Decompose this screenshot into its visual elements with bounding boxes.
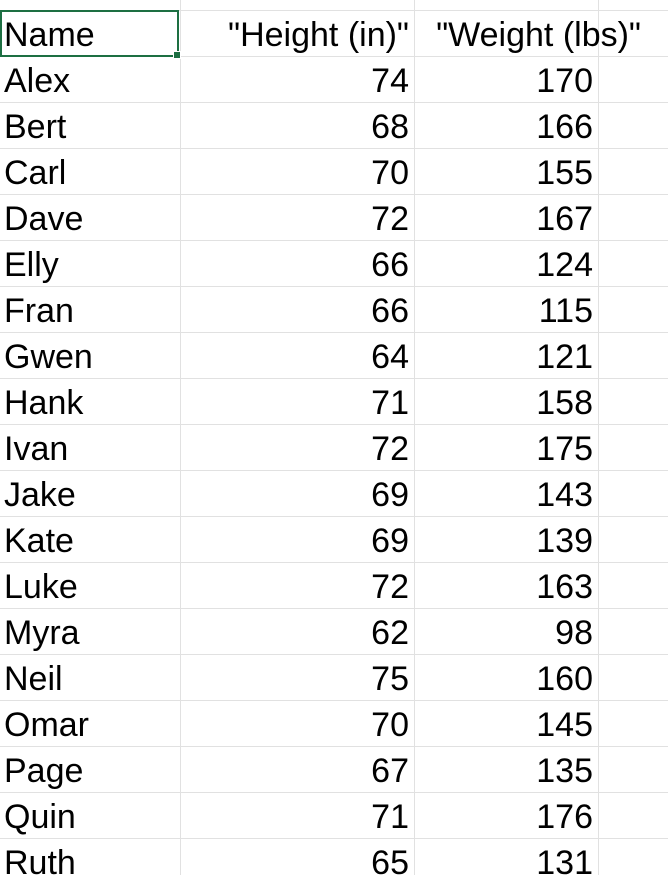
cell-weight[interactable]: 131: [536, 844, 593, 875]
cell-height[interactable]: 66: [371, 292, 409, 330]
cell-name[interactable]: Dave: [4, 200, 84, 238]
header-cell-name[interactable]: Name: [4, 16, 95, 54]
table-row: Page 67 135: [0, 747, 668, 793]
cell-name[interactable]: Carl: [4, 154, 67, 192]
cell-name[interactable]: Hank: [4, 384, 84, 422]
table-row: Luke 72 163: [0, 563, 668, 609]
table-row: Gwen 64 121: [0, 333, 668, 379]
table-row: Elly 66 124: [0, 241, 668, 287]
cell-weight[interactable]: 167: [536, 200, 593, 238]
cell-name[interactable]: Myra: [4, 614, 80, 652]
cell-name[interactable]: Gwen: [4, 338, 93, 376]
column-header-strip: [0, 0, 668, 11]
cell-name[interactable]: Elly: [4, 246, 59, 284]
cell-weight[interactable]: 145: [536, 706, 593, 744]
selected-cell-highlight: [0, 10, 181, 59]
table-row: Ivan 72 175: [0, 425, 668, 471]
table-row: Carl 70 155: [0, 149, 668, 195]
cell-height[interactable]: 70: [371, 706, 409, 744]
cell-name[interactable]: Alex: [4, 62, 71, 100]
cell-name[interactable]: Jake: [4, 476, 76, 514]
column-divider: [414, 0, 415, 875]
cell-weight[interactable]: 143: [536, 476, 593, 514]
cell-height[interactable]: 74: [371, 62, 409, 100]
cell-height[interactable]: 66: [371, 246, 409, 284]
header-row: Name "Height (in)" "Weight (lbs)": [0, 11, 668, 57]
table-row: Kate 69 139: [0, 517, 668, 563]
cell-height[interactable]: 75: [371, 660, 409, 698]
cell-height[interactable]: 72: [371, 430, 409, 468]
cell-name[interactable]: Luke: [4, 568, 78, 606]
cell-height[interactable]: 71: [371, 384, 409, 422]
cell-height[interactable]: 69: [371, 476, 409, 514]
cell-weight[interactable]: 175: [536, 430, 593, 468]
cell-weight[interactable]: 115: [538, 292, 593, 330]
cell-name[interactable]: Quin: [4, 798, 76, 836]
table-row: Alex 74 170: [0, 57, 668, 103]
table-row: Hank 71 158: [0, 379, 668, 425]
cell-height[interactable]: 67: [371, 752, 409, 790]
cell-weight[interactable]: 121: [536, 338, 593, 376]
header-cell-height[interactable]: "Height (in)": [228, 16, 409, 54]
cell-height[interactable]: 70: [371, 154, 409, 192]
cell-name[interactable]: Neil: [4, 660, 63, 698]
table-row: Myra 62 98: [0, 609, 668, 655]
cell-name[interactable]: Page: [4, 752, 84, 790]
cell-name[interactable]: Omar: [4, 706, 89, 744]
table-row: Fran 66 115: [0, 287, 668, 333]
cell-weight[interactable]: 176: [536, 798, 593, 836]
cell-weight[interactable]: 160: [536, 660, 593, 698]
cell-height[interactable]: 62: [371, 614, 409, 652]
table-row: Quin 71 176: [0, 793, 668, 839]
table-row: Bert 68 166: [0, 103, 668, 149]
table-row: Neil 75 160: [0, 655, 668, 701]
cell-height[interactable]: 72: [371, 200, 409, 238]
header-cell-weight[interactable]: "Weight (lbs)": [436, 16, 641, 54]
cell-name[interactable]: Ivan: [4, 430, 69, 468]
cell-weight[interactable]: 139: [536, 522, 593, 560]
cell-weight[interactable]: 158: [536, 384, 593, 422]
table-row: Omar 70 145: [0, 701, 668, 747]
cell-height[interactable]: 69: [371, 522, 409, 560]
fill-handle[interactable]: [173, 51, 181, 59]
cell-height[interactable]: 72: [371, 568, 409, 606]
column-divider: [180, 0, 181, 875]
cell-height[interactable]: 65: [371, 844, 409, 875]
cell-name[interactable]: Fran: [4, 292, 74, 330]
cell-name[interactable]: Bert: [4, 108, 67, 146]
cell-name[interactable]: Kate: [4, 522, 74, 560]
cell-weight[interactable]: 166: [536, 108, 593, 146]
cell-height[interactable]: 64: [371, 338, 409, 376]
cell-weight[interactable]: 124: [536, 246, 593, 284]
table-row: Ruth 65 131: [0, 839, 668, 875]
cell-weight[interactable]: 170: [536, 62, 593, 100]
cell-weight[interactable]: 135: [536, 752, 593, 790]
table-row: Jake 69 143: [0, 471, 668, 517]
cell-height[interactable]: 71: [371, 798, 409, 836]
cell-weight[interactable]: 155: [536, 154, 593, 192]
cell-weight[interactable]: 163: [536, 568, 593, 606]
cell-weight[interactable]: 98: [555, 614, 593, 652]
table-row: Dave 72 167: [0, 195, 668, 241]
cell-height[interactable]: 68: [371, 108, 409, 146]
column-divider: [598, 0, 599, 875]
cell-name[interactable]: Ruth: [4, 844, 76, 875]
